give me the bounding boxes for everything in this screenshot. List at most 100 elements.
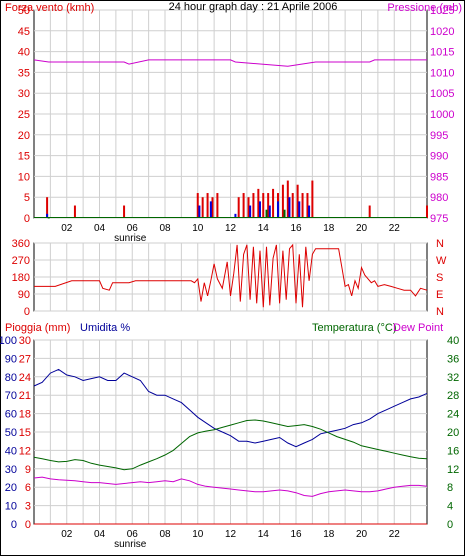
pressure-tick-label: 985 (430, 171, 448, 183)
wind-x-tick-label: 08 (159, 223, 171, 234)
wind-x-tick-label: 18 (323, 223, 335, 234)
compass-label-n: N (436, 306, 444, 318)
temperature-tick-label: 16 (447, 445, 459, 457)
wind-bar (198, 205, 201, 218)
pressure-axis-label: Pressione (mb) (387, 2, 462, 14)
humidity-axis-label: Umidita % (80, 322, 130, 334)
rain-tick-label: 12 (19, 445, 31, 457)
pressure-tick-label: 990 (430, 151, 448, 163)
wind-bar (265, 209, 268, 218)
temperature-axis-label: Temperatura (°C) (312, 322, 396, 334)
wind-bar (46, 197, 49, 218)
pressure-tick-label: 975 (430, 213, 448, 225)
wind-bar (426, 205, 428, 218)
wind-bar (298, 201, 301, 218)
climate-x-tick-label: 12 (225, 529, 237, 540)
temperature-tick-label: 32 (447, 372, 459, 384)
wind-x-tick-label: 04 (94, 223, 106, 234)
climate-x-tick-label: 04 (94, 529, 106, 540)
wind-bar (291, 193, 294, 218)
humidity-tick-label: 90 (5, 353, 17, 365)
wind-bar (283, 209, 286, 218)
direction-tick-label: 360 (12, 238, 30, 250)
climate-x-tick-label: 22 (389, 529, 401, 540)
rain-tick-label: 6 (25, 482, 31, 494)
wind-x-tick-label: 10 (192, 223, 204, 234)
pressure-tick-label: 1005 (430, 88, 454, 100)
wind-bar (247, 197, 250, 218)
wind-bar (237, 197, 240, 218)
rain-tick-label: 0 (25, 519, 31, 531)
wind-bar (268, 205, 271, 218)
wind-bar (288, 197, 291, 218)
wind-direction-line (34, 243, 428, 308)
wind-bar (73, 205, 76, 218)
humidity-tick-label: 20 (5, 482, 17, 494)
rain-tick-label: 3 (25, 501, 31, 513)
wind-speed-tick-label: 35 (18, 67, 30, 79)
humidity-tick-label: 80 (5, 372, 17, 384)
wind-speed-tick-label: 20 (18, 130, 30, 142)
wind-bar (306, 193, 309, 218)
wind-bar (276, 201, 279, 218)
temperature-tick-label: 8 (447, 482, 453, 494)
wind-sunrise-label: sunrise (114, 233, 147, 244)
climate-x-tick-label: 18 (323, 529, 335, 540)
wind-speed-tick-label: 45 (18, 26, 30, 38)
compass-label-s: S (436, 272, 443, 284)
wind-x-tick-label: 20 (356, 223, 368, 234)
wind-bar (201, 197, 204, 218)
wind-x-tick-label: 06 (127, 223, 139, 234)
wind-speed-tick-label: 15 (18, 151, 30, 163)
wind-bar (308, 205, 311, 218)
wind-bar (301, 193, 304, 218)
direction-tick-label: 90 (18, 289, 30, 301)
wind-bar (257, 188, 260, 218)
temperature-tick-label: 0 (447, 519, 453, 531)
pressure-tick-label: 1010 (430, 67, 454, 79)
wind-bar (368, 205, 371, 218)
temperature-line (33, 419, 428, 471)
pressure-tick-label: 995 (430, 130, 448, 142)
humidity-tick-label: 0 (11, 519, 17, 531)
temperature-tick-label: 12 (447, 464, 459, 476)
wind-bar (272, 188, 275, 218)
rain-tick-label: 24 (19, 372, 31, 384)
wind-bar (46, 213, 49, 218)
wind-bar (296, 184, 299, 218)
wind-bar (242, 193, 245, 218)
direction-tick-label: 180 (12, 272, 30, 284)
wind-x-tick-label: 16 (290, 223, 302, 234)
wind-speed-tick-label: 25 (18, 109, 30, 121)
temperature-tick-label: 24 (447, 409, 459, 421)
compass-label-w: W (436, 255, 447, 267)
wind-bar (281, 184, 284, 218)
dew-point-axis-label: Dew Point (393, 322, 443, 334)
wind-speed-axis-label: Forza vento (kmh) (5, 2, 94, 14)
wind-bar (286, 180, 289, 218)
wind-bar (216, 193, 219, 218)
rain-axis-label: Pioggia (mm) (5, 322, 70, 334)
rain-tick-label: 18 (19, 409, 31, 421)
wind-x-tick-label: 14 (258, 223, 270, 234)
wind-bar (234, 213, 237, 218)
climate-x-tick-label: 20 (356, 529, 368, 540)
wind-bar (311, 180, 314, 218)
climate-sunrise-label: sunrise (114, 539, 147, 550)
wind-speed-tick-label: 0 (24, 213, 30, 225)
temperature-tick-label: 28 (447, 390, 459, 402)
rain-tick-label: 30 (19, 335, 31, 347)
climate-x-tick-label: 10 (192, 529, 204, 540)
pressure-tick-label: 1020 (430, 26, 454, 38)
climate-x-tick-label: 14 (258, 529, 270, 540)
pressure-line (33, 59, 427, 67)
temperature-tick-label: 20 (447, 427, 459, 439)
pressure-tick-label: 1015 (430, 47, 454, 59)
wind-speed-tick-label: 50 (18, 5, 30, 17)
rain-tick-label: 9 (25, 464, 31, 476)
wind-speed-tick-label: 5 (24, 192, 30, 204)
wind-bar (209, 201, 212, 218)
climate-x-tick-label: 06 (127, 529, 139, 540)
wind-speed-tick-label: 30 (18, 88, 30, 100)
